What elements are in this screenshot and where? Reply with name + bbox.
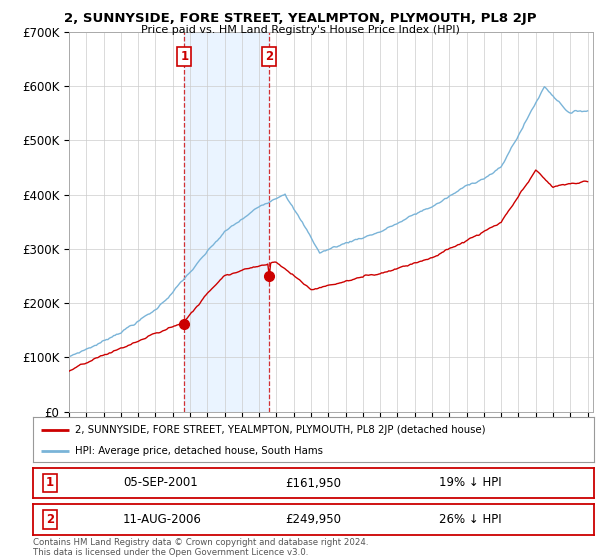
Text: 2: 2	[265, 50, 273, 63]
Text: 2, SUNNYSIDE, FORE STREET, YEALMPTON, PLYMOUTH, PL8 2JP: 2, SUNNYSIDE, FORE STREET, YEALMPTON, PL…	[64, 12, 536, 25]
Text: 26% ↓ HPI: 26% ↓ HPI	[439, 513, 502, 526]
Text: 2: 2	[46, 513, 54, 526]
Text: 2, SUNNYSIDE, FORE STREET, YEALMPTON, PLYMOUTH, PL8 2JP (detached house): 2, SUNNYSIDE, FORE STREET, YEALMPTON, PL…	[75, 424, 486, 435]
Text: Contains HM Land Registry data © Crown copyright and database right 2024.
This d: Contains HM Land Registry data © Crown c…	[33, 538, 368, 557]
Text: £249,950: £249,950	[286, 513, 341, 526]
Bar	[184, 32, 269, 412]
Text: HPI: Average price, detached house, South Hams: HPI: Average price, detached house, Sout…	[75, 446, 323, 456]
Text: £161,950: £161,950	[286, 477, 341, 489]
Text: 05-SEP-2001: 05-SEP-2001	[123, 477, 197, 489]
Text: 11-AUG-2006: 11-AUG-2006	[123, 513, 202, 526]
Text: Price paid vs. HM Land Registry's House Price Index (HPI): Price paid vs. HM Land Registry's House …	[140, 25, 460, 35]
Text: 1: 1	[46, 477, 54, 489]
Text: 1: 1	[180, 50, 188, 63]
Text: 19% ↓ HPI: 19% ↓ HPI	[439, 477, 502, 489]
